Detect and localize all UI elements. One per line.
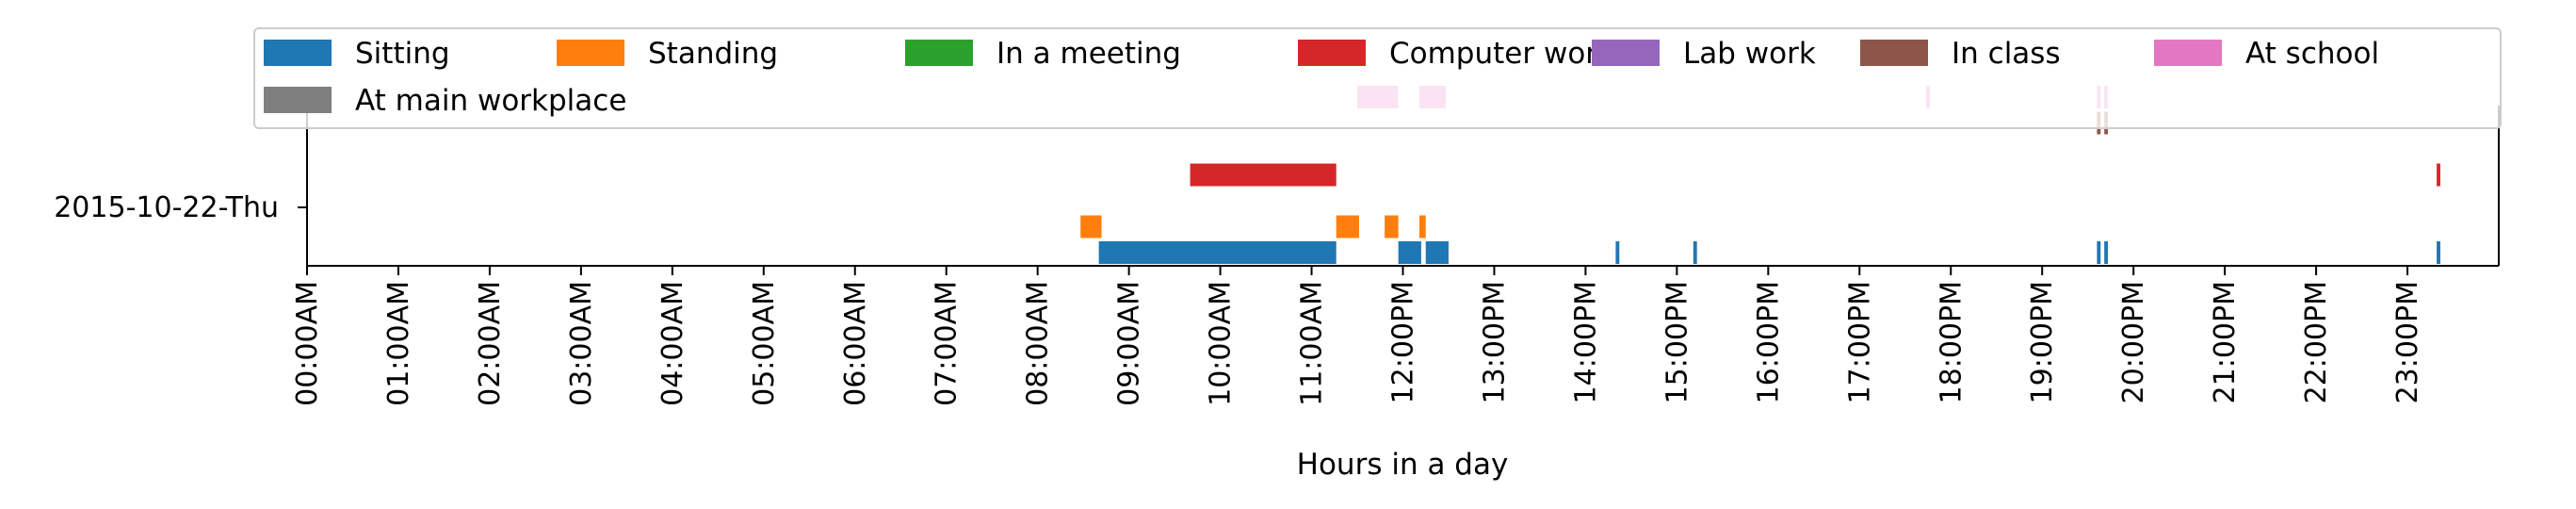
bar-sitting-6 [2104,241,2109,264]
legend-label-in-class: In class [1952,37,2061,71]
x-tick-label-13: 13:00PM [1478,281,1511,403]
x-axis-title: Hours in a day [1297,448,1509,482]
x-tick-label-23: 23:00PM [2391,281,2424,403]
legend-frame [253,27,2502,129]
bar-computer-work-1 [2437,163,2440,187]
x-tick-label-2: 02:00AM [474,281,507,406]
legend-swatch-at-main-workplace [264,87,332,113]
y-tick-label-0: 2015-10-22-Thu [54,191,279,224]
legend-swatch-standing [557,40,624,66]
legend-swatch-in-class [1860,40,1928,66]
legend-label-at-main-workplace: At main workplace [355,84,626,118]
x-tick-label-0: 00:00AM [291,281,324,406]
x-tick-label-17: 17:00PM [1843,281,1876,403]
legend-swatch-lab-work [1592,40,1660,66]
x-tick-label-1: 01:00AM [382,281,415,406]
x-tick-label-11: 11:00AM [1296,281,1329,406]
x-tick-label-15: 15:00PM [1661,281,1693,403]
legend-swatch-computer-work [1298,40,1366,66]
legend-label-at-school: At school [2245,37,2379,71]
bar-sitting-7 [2437,241,2440,264]
x-tick-label-19: 19:00PM [2026,281,2059,403]
legend-label-lab-work: Lab work [1683,37,1816,71]
legend-label-standing: Standing [648,37,778,71]
bar-computer-work-0 [1190,163,1337,187]
bar-sitting-0 [1098,241,1337,264]
x-tick-label-3: 03:00AM [565,281,598,406]
x-tick-label-16: 16:00PM [1752,281,1785,403]
legend-swatch-sitting [264,40,332,66]
x-tick-label-12: 12:00PM [1387,281,1420,403]
x-tick-label-18: 18:00PM [1935,281,1968,403]
bar-standing-0 [1080,215,1102,238]
x-tick-label-7: 07:00AM [931,281,964,406]
bar-sitting-5 [2097,241,2101,264]
x-tick-label-4: 04:00AM [656,281,689,406]
x-tick-label-5: 05:00AM [748,281,781,406]
legend-label-in-a-meeting: In a meeting [996,37,1181,71]
bar-sitting-3 [1615,241,1620,264]
bar-standing-1 [1336,215,1359,238]
legend-swatch-in-a-meeting [905,40,973,66]
x-tick-label-21: 21:00PM [2209,281,2242,403]
x-tick-label-14: 14:00PM [1569,281,1602,403]
bar-sitting-1 [1398,241,1421,264]
x-tick-label-20: 20:00PM [2117,281,2150,403]
x-tick-label-22: 22:00PM [2300,281,2333,403]
bar-standing-3 [1418,215,1426,238]
x-tick-label-6: 06:00AM [839,281,872,406]
bar-sitting-4 [1693,241,1697,264]
ticks-layer: 00:00AM 01:00AM 02:00AM 03:00AM 04:00AM 05:00… [291,266,2424,406]
x-tick-label-9: 09:00AM [1113,281,1146,406]
bar-sitting-2 [1425,241,1449,264]
legend-label-computer-work: Computer work [1389,37,1614,71]
legend-swatch-at-school [2154,40,2222,66]
x-tick-label-8: 08:00AM [1022,281,1055,406]
legend-label-sitting: Sitting [355,37,450,71]
bar-standing-2 [1385,215,1399,238]
legend: Sitting Standing In a meeting Computer work… [253,27,2502,129]
x-tick-label-10: 10:00AM [1205,281,1238,406]
